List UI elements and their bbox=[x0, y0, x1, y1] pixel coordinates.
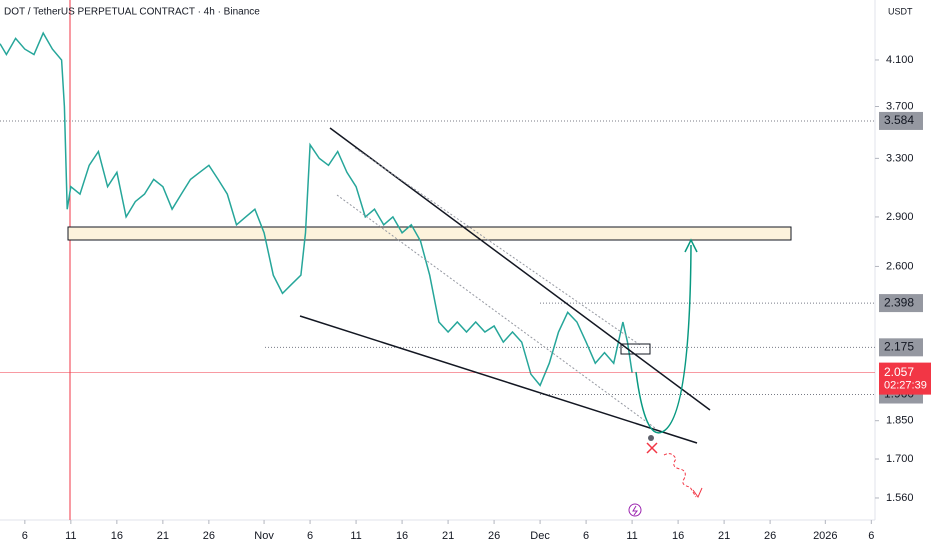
y-tick-label: 1.700 bbox=[886, 453, 914, 465]
projection-down bbox=[663, 453, 697, 498]
pin bbox=[648, 435, 654, 441]
x-tick-label: Nov bbox=[254, 530, 274, 542]
x-tick-label: 2026 bbox=[813, 530, 837, 542]
x-tick-label: 16 bbox=[111, 530, 123, 542]
arrow-head bbox=[692, 487, 703, 499]
x-tick-label: 11 bbox=[350, 530, 361, 542]
x-tick-label: Dec bbox=[530, 530, 550, 542]
level-label: 2.398 bbox=[884, 295, 914, 309]
trend-line bbox=[329, 127, 711, 411]
level-label: 3.584 bbox=[884, 113, 914, 127]
x-tick-label: 6 bbox=[868, 530, 874, 542]
y-tick-label: 2.900 bbox=[886, 211, 914, 223]
y-tick-label: 1.850 bbox=[886, 415, 914, 427]
y-tick-label: 2.600 bbox=[886, 260, 914, 272]
x-tick-label: 6 bbox=[307, 530, 313, 542]
y-tick-label: 4.100 bbox=[886, 54, 914, 66]
price-line bbox=[0, 31, 633, 387]
cross-mark bbox=[646, 442, 658, 454]
channel-line bbox=[336, 194, 656, 429]
x-tick-label: 26 bbox=[203, 530, 215, 542]
x-tick-label: 11 bbox=[65, 530, 76, 542]
event-icon bbox=[632, 505, 638, 516]
y-tick-label: 1.560 bbox=[886, 492, 914, 504]
countdown: 02:27:39 bbox=[884, 380, 927, 392]
y-tick-label: 3.300 bbox=[886, 152, 914, 164]
level-badge bbox=[879, 294, 923, 313]
trend-line bbox=[299, 315, 698, 444]
x-tick-label: 16 bbox=[672, 530, 684, 542]
resistance-zone bbox=[67, 226, 792, 241]
x-tick-label: 6 bbox=[22, 530, 28, 542]
event-icon bbox=[628, 503, 642, 517]
channel-line bbox=[354, 147, 641, 346]
x-tick-label: 21 bbox=[157, 530, 169, 542]
x-tick-label: 16 bbox=[396, 530, 408, 542]
x-tick-label: 21 bbox=[718, 530, 730, 542]
currency-label: USDT bbox=[888, 6, 913, 16]
last-price-badge bbox=[879, 362, 931, 395]
x-tick-label: 26 bbox=[764, 530, 776, 542]
chart-title: DOT / TetherUS PERPETUAL CONTRACT · 4h ·… bbox=[4, 7, 260, 18]
box bbox=[620, 343, 651, 355]
projection-up bbox=[635, 244, 692, 434]
x-tick-label: 6 bbox=[583, 530, 589, 542]
level-label: 2.175 bbox=[884, 340, 914, 354]
x-tick-label: 11 bbox=[626, 530, 637, 542]
last-price-label: 2.057 bbox=[884, 365, 914, 379]
x-tick-label: 26 bbox=[488, 530, 500, 542]
y-tick-label: 3.700 bbox=[886, 100, 914, 112]
arrow-head bbox=[684, 238, 698, 253]
level-badge bbox=[879, 111, 923, 130]
drawings bbox=[299, 127, 711, 517]
x-tick-label: 21 bbox=[442, 530, 454, 542]
level-badge bbox=[879, 338, 923, 357]
